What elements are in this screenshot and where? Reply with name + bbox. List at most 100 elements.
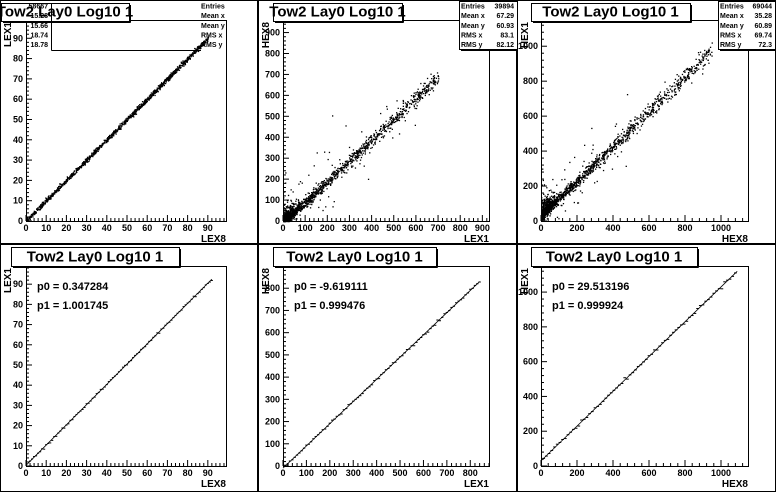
scatter-point bbox=[371, 136, 373, 139]
scatter-point bbox=[584, 144, 586, 146]
scatter-point bbox=[405, 109, 407, 112]
scatter-point bbox=[600, 159, 602, 161]
scatter-point bbox=[373, 139, 375, 141]
scatter-point bbox=[629, 120, 631, 122]
scatter-point bbox=[626, 132, 628, 134]
scatter-point bbox=[553, 200, 555, 202]
scatter-point bbox=[594, 161, 596, 163]
scatter-point bbox=[402, 109, 404, 111]
scatter-point bbox=[96, 150, 98, 152]
scatter-point bbox=[581, 179, 583, 181]
scatter-point bbox=[365, 144, 367, 147]
scatter-point bbox=[617, 143, 620, 146]
scatter-point bbox=[382, 127, 384, 129]
scatter-point bbox=[630, 124, 632, 127]
scatter-point bbox=[29, 216, 31, 219]
scatter-point bbox=[436, 72, 439, 74]
scatter-point bbox=[642, 116, 645, 118]
scatter-point bbox=[590, 171, 592, 174]
scatter-point bbox=[192, 54, 194, 56]
scatter-point bbox=[333, 175, 335, 178]
scatter-point bbox=[651, 106, 653, 108]
scatter-point bbox=[318, 188, 320, 190]
scatter-point bbox=[571, 190, 573, 192]
scatter-point bbox=[105, 140, 108, 142]
scatter-point bbox=[299, 203, 301, 205]
scatter-point bbox=[642, 110, 644, 112]
x-tick-label: 90 bbox=[203, 468, 213, 478]
scatter-point bbox=[632, 125, 635, 127]
scatter-point bbox=[433, 78, 435, 80]
scatter-point bbox=[304, 198, 306, 200]
scatter-point bbox=[176, 69, 178, 71]
scatter-point bbox=[337, 174, 339, 176]
scatter-point bbox=[330, 184, 332, 186]
scatter-point bbox=[427, 90, 429, 92]
scatter-point bbox=[107, 137, 109, 139]
scatter-point bbox=[551, 202, 553, 204]
scatter-point bbox=[291, 212, 293, 214]
scatter-point bbox=[199, 45, 202, 48]
scatter-point bbox=[599, 153, 601, 156]
scatter-point bbox=[558, 198, 560, 200]
scatter-point bbox=[599, 167, 601, 169]
scatter-point bbox=[34, 211, 36, 213]
scatter-point bbox=[55, 190, 58, 192]
scatter-point bbox=[656, 110, 658, 112]
scatter-point bbox=[290, 209, 293, 211]
scatter-point bbox=[323, 184, 325, 186]
stats-box bbox=[718, 1, 776, 50]
scatter-point bbox=[385, 124, 387, 126]
scatter-point bbox=[343, 164, 345, 167]
scatter-point bbox=[626, 129, 628, 131]
scatter-point bbox=[708, 48, 710, 50]
scatter-point bbox=[355, 156, 357, 158]
scatter-point bbox=[618, 138, 620, 141]
scatter-point bbox=[632, 130, 634, 133]
scatter-point bbox=[402, 114, 404, 116]
scatter-point bbox=[704, 54, 706, 56]
scatter-point bbox=[346, 161, 348, 163]
scatter-point bbox=[581, 178, 583, 180]
scatter-point bbox=[79, 166, 81, 168]
scatter-point bbox=[396, 112, 398, 114]
scatter-point bbox=[313, 199, 315, 201]
scatter-point bbox=[383, 135, 386, 137]
scatter-point bbox=[678, 81, 680, 84]
scatter-point bbox=[614, 144, 617, 146]
scatter-point bbox=[658, 109, 660, 111]
scatter-point bbox=[163, 83, 165, 85]
scatter-point bbox=[351, 152, 353, 155]
scatter-point bbox=[544, 210, 546, 212]
scatter-point bbox=[286, 216, 289, 218]
stats-value: 69044 bbox=[753, 4, 773, 11]
scatter-point bbox=[134, 110, 137, 112]
scatter-point bbox=[26, 217, 29, 219]
x-tick-label: 20 bbox=[61, 223, 71, 233]
scatter-point bbox=[182, 61, 184, 63]
stats-value: 18.74 bbox=[30, 32, 48, 39]
scatter-point bbox=[594, 162, 596, 164]
scatter-point bbox=[140, 106, 143, 108]
scatter-point bbox=[650, 112, 652, 115]
scatter-point bbox=[697, 64, 699, 66]
scatter-point bbox=[291, 211, 293, 213]
scatter-point bbox=[410, 102, 412, 105]
scatter-point bbox=[315, 195, 317, 198]
scatter-point bbox=[126, 119, 128, 121]
scatter-point bbox=[392, 122, 394, 124]
scatter-point bbox=[674, 88, 677, 90]
chart-title: Tow2 Lay0 Log10 1 bbox=[269, 4, 405, 21]
scatter-point bbox=[641, 117, 643, 119]
scatter-point bbox=[413, 95, 415, 97]
scatter-point bbox=[347, 169, 349, 171]
scatter-point bbox=[711, 42, 713, 44]
scatter-point bbox=[680, 81, 683, 83]
scatter-point bbox=[620, 142, 623, 144]
scatter-point bbox=[307, 203, 309, 205]
scatter-point bbox=[193, 52, 195, 54]
scatter-point bbox=[641, 123, 644, 125]
scatter-point bbox=[145, 101, 147, 104]
scatter-point bbox=[199, 47, 201, 49]
